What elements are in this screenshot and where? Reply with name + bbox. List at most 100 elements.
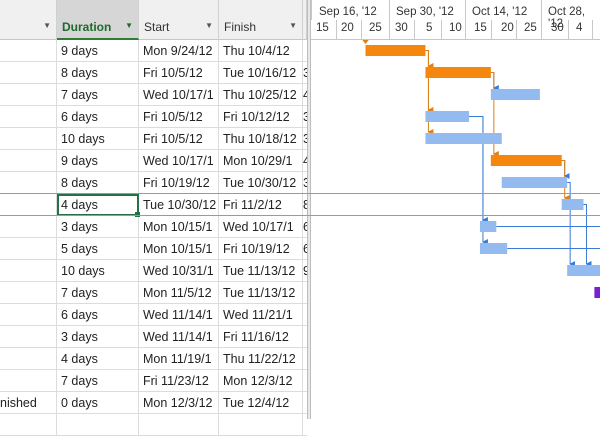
finish-cell[interactable]: Thu 10/18/12 xyxy=(219,128,303,150)
column-header-name[interactable]: ▼ xyxy=(0,0,57,40)
start-cell[interactable]: Wed 10/31/1 xyxy=(139,260,219,282)
finish-cell[interactable]: Thu 10/25/12 xyxy=(219,84,303,106)
start-cell[interactable]: Wed 11/14/1 xyxy=(139,326,219,348)
task-name-cell[interactable] xyxy=(0,106,57,128)
gantt-bar-normal[interactable] xyxy=(567,265,600,276)
duration-cell[interactable]: 7 days xyxy=(57,370,139,392)
start-cell[interactable]: Fri 10/5/12 xyxy=(139,128,219,150)
start-cell[interactable]: Mon 11/19/1 xyxy=(139,348,219,370)
gantt-bar-critical[interactable] xyxy=(425,67,490,78)
finish-cell[interactable]: Fri 10/12/12 xyxy=(219,106,303,128)
finish-cell[interactable]: Fri 10/19/12 xyxy=(219,238,303,260)
duration-cell[interactable]: 5 days xyxy=(57,238,139,260)
duration-cell[interactable]: 7 days xyxy=(57,84,139,106)
finish-cell[interactable]: Tue 11/13/12 xyxy=(219,282,303,304)
task-name-cell[interactable] xyxy=(0,194,57,216)
gantt-bar-normal[interactable] xyxy=(480,221,496,232)
start-cell[interactable]: Fri 10/5/12 xyxy=(139,106,219,128)
dropdown-arrow-icon[interactable]: ▼ xyxy=(289,21,297,30)
start-cell[interactable]: Wed 10/17/1 xyxy=(139,150,219,172)
column-header-duration[interactable]: Duration ▼ xyxy=(57,0,139,40)
gantt-bar-normal[interactable] xyxy=(480,243,507,254)
start-cell[interactable]: Fri 11/23/12 xyxy=(139,370,219,392)
task-name-cell[interactable] xyxy=(0,150,57,172)
duration-cell[interactable]: 8 days xyxy=(57,172,139,194)
task-name-cell[interactable] xyxy=(0,304,57,326)
finish-cell[interactable]: Thu 10/4/12 xyxy=(219,40,303,62)
dropdown-arrow-icon[interactable]: ▼ xyxy=(205,21,213,30)
start-cell[interactable]: Mon 9/24/12 xyxy=(139,40,219,62)
start-cell[interactable]: Wed 10/17/1 xyxy=(139,84,219,106)
task-name-cell[interactable] xyxy=(0,414,57,436)
finish-cell[interactable]: Mon 12/3/12 xyxy=(219,370,303,392)
gantt-bar-normal[interactable] xyxy=(491,89,540,100)
dropdown-arrow-icon[interactable]: ▼ xyxy=(43,21,51,30)
finish-cell[interactable]: Fri 11/16/12 xyxy=(219,326,303,348)
duration-cell[interactable]: 0 days xyxy=(57,392,139,414)
duration-cell[interactable]: 7 days xyxy=(57,282,139,304)
finish-cell[interactable]: Tue 10/16/12 xyxy=(219,62,303,84)
task-name-cell[interactable] xyxy=(0,260,57,282)
start-cell[interactable]: Fri 10/5/12 xyxy=(139,62,219,84)
duration-cell[interactable]: 10 days xyxy=(57,260,139,282)
duration-cell[interactable]: 6 days xyxy=(57,304,139,326)
gantt-bar-normal[interactable] xyxy=(425,133,501,144)
task-name-cell[interactable] xyxy=(0,282,57,304)
duration-cell[interactable]: 10 days xyxy=(57,128,139,150)
finish-cell[interactable]: Thu 11/22/12 xyxy=(219,348,303,370)
task-name-cell[interactable] xyxy=(0,216,57,238)
task-name-cell[interactable] xyxy=(0,84,57,106)
finish-cell[interactable]: Fri 11/2/12 xyxy=(219,194,303,216)
start-cell[interactable]: Fri 10/19/12 xyxy=(139,172,219,194)
gantt-bar-summary[interactable] xyxy=(594,287,600,298)
duration-cell[interactable]: 9 days xyxy=(57,150,139,172)
start-cell[interactable]: Tue 10/30/12 xyxy=(139,194,219,216)
task-name-cell[interactable] xyxy=(0,370,57,392)
task-name-cell[interactable] xyxy=(0,326,57,348)
task-name-cell[interactable] xyxy=(0,62,57,84)
task-name-cell[interactable] xyxy=(0,172,57,194)
start-cell[interactable]: Mon 10/15/1 xyxy=(139,216,219,238)
dropdown-arrow-icon[interactable]: ▼ xyxy=(125,21,133,30)
start-cell[interactable] xyxy=(139,414,219,436)
task-name-cell[interactable] xyxy=(0,348,57,370)
task-name-cell[interactable] xyxy=(0,238,57,260)
gantt-bar-normal[interactable] xyxy=(425,111,469,122)
gantt-bar-critical[interactable] xyxy=(491,155,562,166)
gantt-bar-critical[interactable] xyxy=(366,45,426,56)
finish-cell[interactable]: Wed 10/17/1 xyxy=(219,216,303,238)
gantt-bar-normal[interactable] xyxy=(502,177,567,188)
finish-cell[interactable]: Tue 12/4/12 xyxy=(219,392,303,414)
start-cell[interactable]: Mon 12/3/12 xyxy=(139,392,219,414)
start-cell[interactable]: Mon 10/15/1 xyxy=(139,238,219,260)
column-header-finish[interactable]: Finish ▼ xyxy=(219,0,303,40)
duration-cell[interactable] xyxy=(57,414,139,436)
finish-cell[interactable] xyxy=(219,414,303,436)
duration-cell[interactable]: 3 days xyxy=(57,216,139,238)
table-row[interactable] xyxy=(0,414,307,436)
task-name-cell[interactable] xyxy=(0,128,57,150)
duration-cell[interactable]: 3 days xyxy=(57,326,139,348)
start-cell[interactable]: Mon 11/5/12 xyxy=(139,282,219,304)
duration-cell[interactable]: 9 days xyxy=(57,40,139,62)
finish-cell[interactable]: Wed 11/21/1 xyxy=(219,304,303,326)
column-header-start[interactable]: Start ▼ xyxy=(139,0,219,40)
task-name-cell[interactable] xyxy=(0,40,57,62)
start-cell[interactable]: Wed 11/14/1 xyxy=(139,304,219,326)
duration-cell[interactable]: 4 days xyxy=(57,348,139,370)
finish-cell[interactable]: Mon 10/29/1 xyxy=(219,150,303,172)
